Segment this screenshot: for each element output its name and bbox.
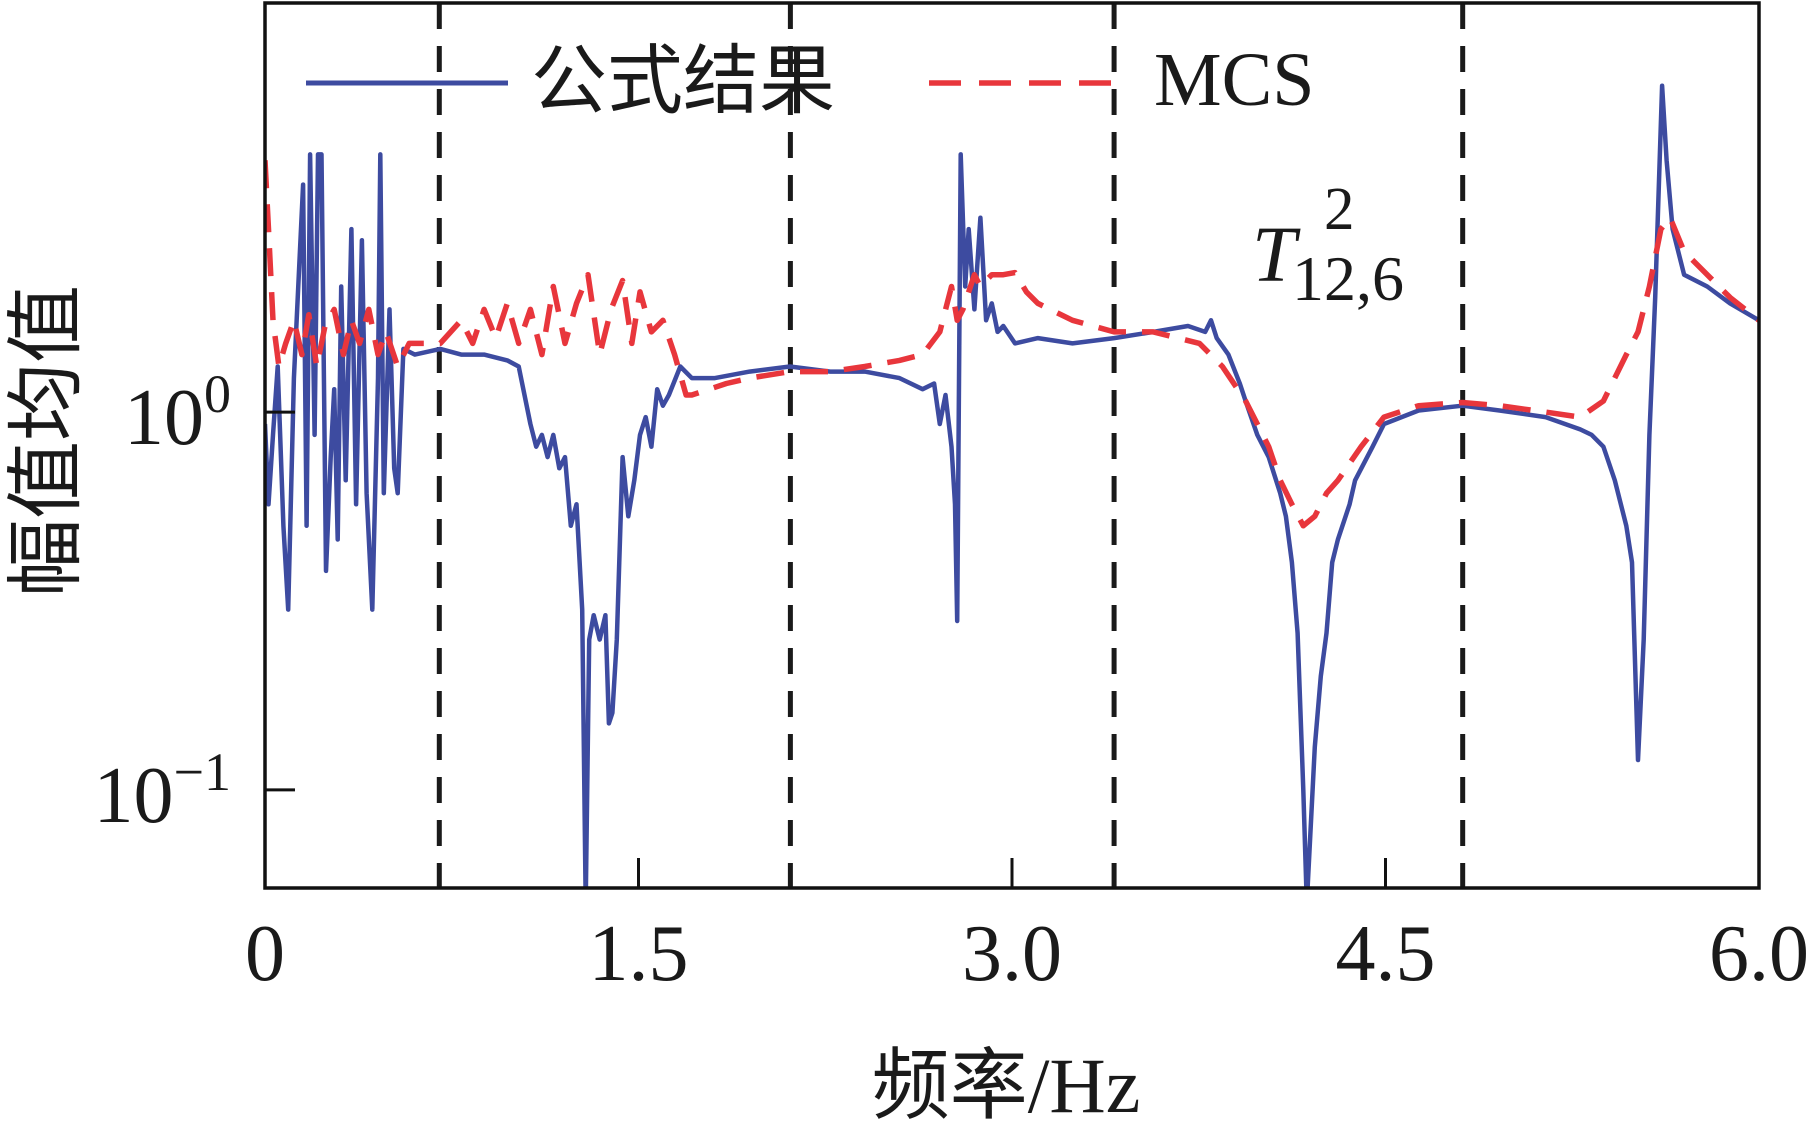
mcs-line [265,160,1759,529]
y-tick-base: 10 [124,374,204,462]
legend: 公式结果 MCS [306,38,1315,124]
y-tick-base: 10 [94,752,174,840]
legend-label-mcs: MCS [1154,38,1315,122]
x-tick-label: 4.5 [1336,910,1436,998]
y-tick-label: 10−1 [94,742,231,840]
y-tick-label: 100 [124,364,231,462]
y-tick-exponent: −1 [174,742,231,802]
annotation-symbol: T [1252,212,1301,299]
legend-label-formula-result: 公式结果 [531,40,835,124]
y-tick-exponent: 0 [204,364,231,424]
x-tick-label: 0 [245,910,285,998]
x-tick-label: 6.0 [1709,910,1809,998]
reference-lines-layer [436,3,1466,888]
x-axis-label: 频率/Hz [872,1042,1141,1129]
x-tick-label: 3.0 [962,910,1062,998]
x-tick-label: 1.5 [589,910,689,998]
annotation-subscript: 12,6 [1292,243,1404,314]
annotation: T 2 12,6 [1252,176,1404,314]
y-axis-label: 幅值均值 [3,285,90,597]
plot-frame [263,1,1761,890]
annotation-superscript: 2 [1324,176,1355,243]
series-layer [265,83,1759,888]
formula-result-line [265,83,1759,888]
